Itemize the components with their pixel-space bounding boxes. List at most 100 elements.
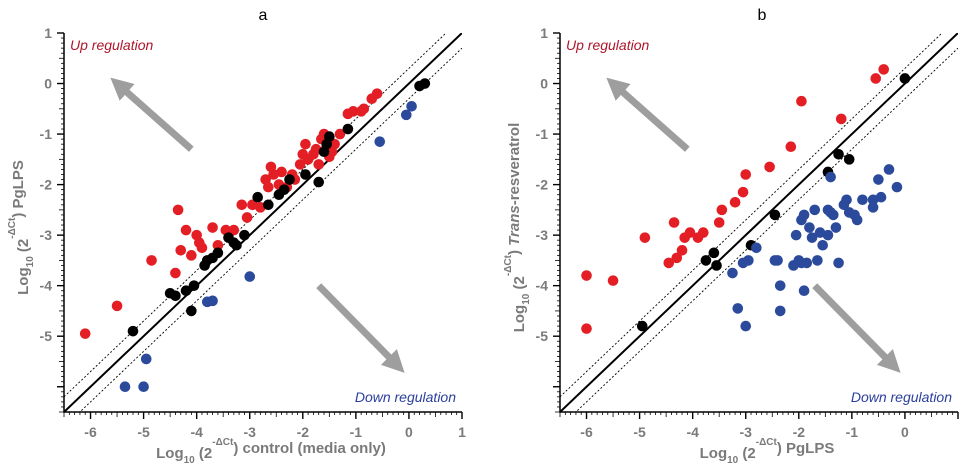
- point-neutral: [239, 229, 250, 241]
- point-down: [798, 209, 810, 221]
- x-tick-label: 1: [458, 424, 466, 440]
- point-neutral: [769, 209, 781, 221]
- point-up: [684, 227, 696, 238]
- point-up: [146, 255, 157, 266]
- point-down: [138, 381, 149, 393]
- point-down: [406, 100, 417, 112]
- point-up: [228, 224, 240, 236]
- up-regulation-arrow: [110, 77, 194, 152]
- point-down: [740, 320, 752, 332]
- point-up: [186, 250, 197, 261]
- point-down: [400, 109, 412, 121]
- x-tick-label: -2: [793, 424, 806, 440]
- point-down: [801, 257, 813, 269]
- point-up: [263, 181, 274, 193]
- y-axis-title: Log10 (2-ΔCt) Trans-resveratrol: [503, 123, 532, 333]
- point-down: [809, 204, 821, 216]
- point-down: [140, 353, 152, 365]
- point-up: [255, 202, 266, 213]
- point-neutral: [843, 154, 855, 165]
- point-up: [740, 169, 752, 180]
- point-up: [835, 113, 847, 125]
- point-down: [374, 136, 386, 147]
- point-up: [663, 257, 675, 269]
- point-up: [268, 169, 279, 180]
- point-down: [207, 295, 218, 307]
- point-down: [812, 255, 823, 266]
- point-up: [764, 161, 775, 173]
- point-down: [825, 171, 836, 183]
- point-down: [814, 227, 826, 238]
- x-tick-label: -4: [686, 424, 699, 440]
- point-down: [119, 381, 131, 393]
- x-axis-title: Log10 (2-ΔCt) PgLPS: [700, 437, 835, 465]
- point-up: [697, 227, 709, 238]
- point-up: [581, 323, 592, 334]
- y-tick-label: 0: [540, 76, 548, 92]
- identity-line: [64, 33, 462, 412]
- y-tick-label: -3: [40, 227, 53, 243]
- point-up: [313, 159, 325, 170]
- point-up: [175, 244, 187, 256]
- point-up: [207, 222, 218, 233]
- point-neutral: [170, 290, 181, 302]
- y-tick-label: -5: [536, 328, 549, 344]
- point-down: [857, 194, 868, 206]
- point-neutral: [180, 285, 192, 297]
- point-down: [867, 194, 879, 206]
- point-up: [785, 141, 797, 152]
- down-regulation-label: Down regulation: [355, 389, 456, 405]
- x-tick-label: -2: [297, 424, 310, 440]
- down-regulation-arrow: [316, 283, 405, 373]
- point-up: [334, 128, 346, 140]
- x-axis-title: Log10 (2-ΔCt) control (media only): [156, 437, 386, 465]
- point-down: [875, 191, 887, 203]
- x-tick-label: -5: [137, 424, 150, 440]
- panel-b: -6 -5 -4 -3 -2 -1 0 -5 -4 -3 -2 -1 0 1 Up regulation Do…: [503, 7, 959, 466]
- point-down: [817, 239, 828, 251]
- point-down: [774, 305, 786, 317]
- point-up: [878, 64, 890, 75]
- point-up: [212, 239, 224, 251]
- point-neutral: [833, 148, 844, 160]
- lower-band-line: [575, 47, 958, 412]
- point-down: [743, 255, 754, 266]
- point-neutral: [127, 325, 139, 337]
- point-neutral: [899, 73, 911, 84]
- point-down: [827, 209, 839, 221]
- y-tick-label: 1: [44, 25, 52, 41]
- point-down: [883, 164, 895, 175]
- up-regulation-label: Up regulation: [70, 37, 153, 53]
- down-regulation-arrow: [812, 283, 901, 373]
- point-up: [870, 73, 882, 84]
- y-tick-label: 1: [540, 25, 548, 41]
- point-neutral: [313, 176, 325, 188]
- x-tick-label: -6: [580, 424, 593, 440]
- point-up: [247, 199, 258, 211]
- point-up: [79, 328, 91, 339]
- lower-band-line: [79, 47, 462, 412]
- point-down: [851, 214, 863, 226]
- point-up: [172, 204, 184, 216]
- point-up: [236, 199, 248, 211]
- x-tick-label: 0: [901, 424, 909, 440]
- point-neutral: [186, 305, 197, 317]
- point-neutral: [324, 131, 335, 142]
- point-down: [873, 174, 884, 185]
- point-neutral: [342, 123, 354, 135]
- panel-letter: a: [259, 7, 268, 24]
- data-points: [79, 78, 431, 393]
- point-down: [772, 255, 783, 266]
- point-up: [347, 106, 359, 117]
- point-up: [294, 159, 306, 170]
- y-tick-label: -2: [40, 177, 53, 193]
- point-up: [668, 217, 680, 228]
- y-tick-label: -4: [536, 278, 549, 294]
- x-tick-label: -3: [740, 424, 753, 440]
- point-down: [804, 222, 815, 233]
- point-down: [732, 303, 744, 314]
- down-regulation-label: Down regulation: [851, 389, 952, 405]
- x-tick-label: -5: [633, 424, 646, 440]
